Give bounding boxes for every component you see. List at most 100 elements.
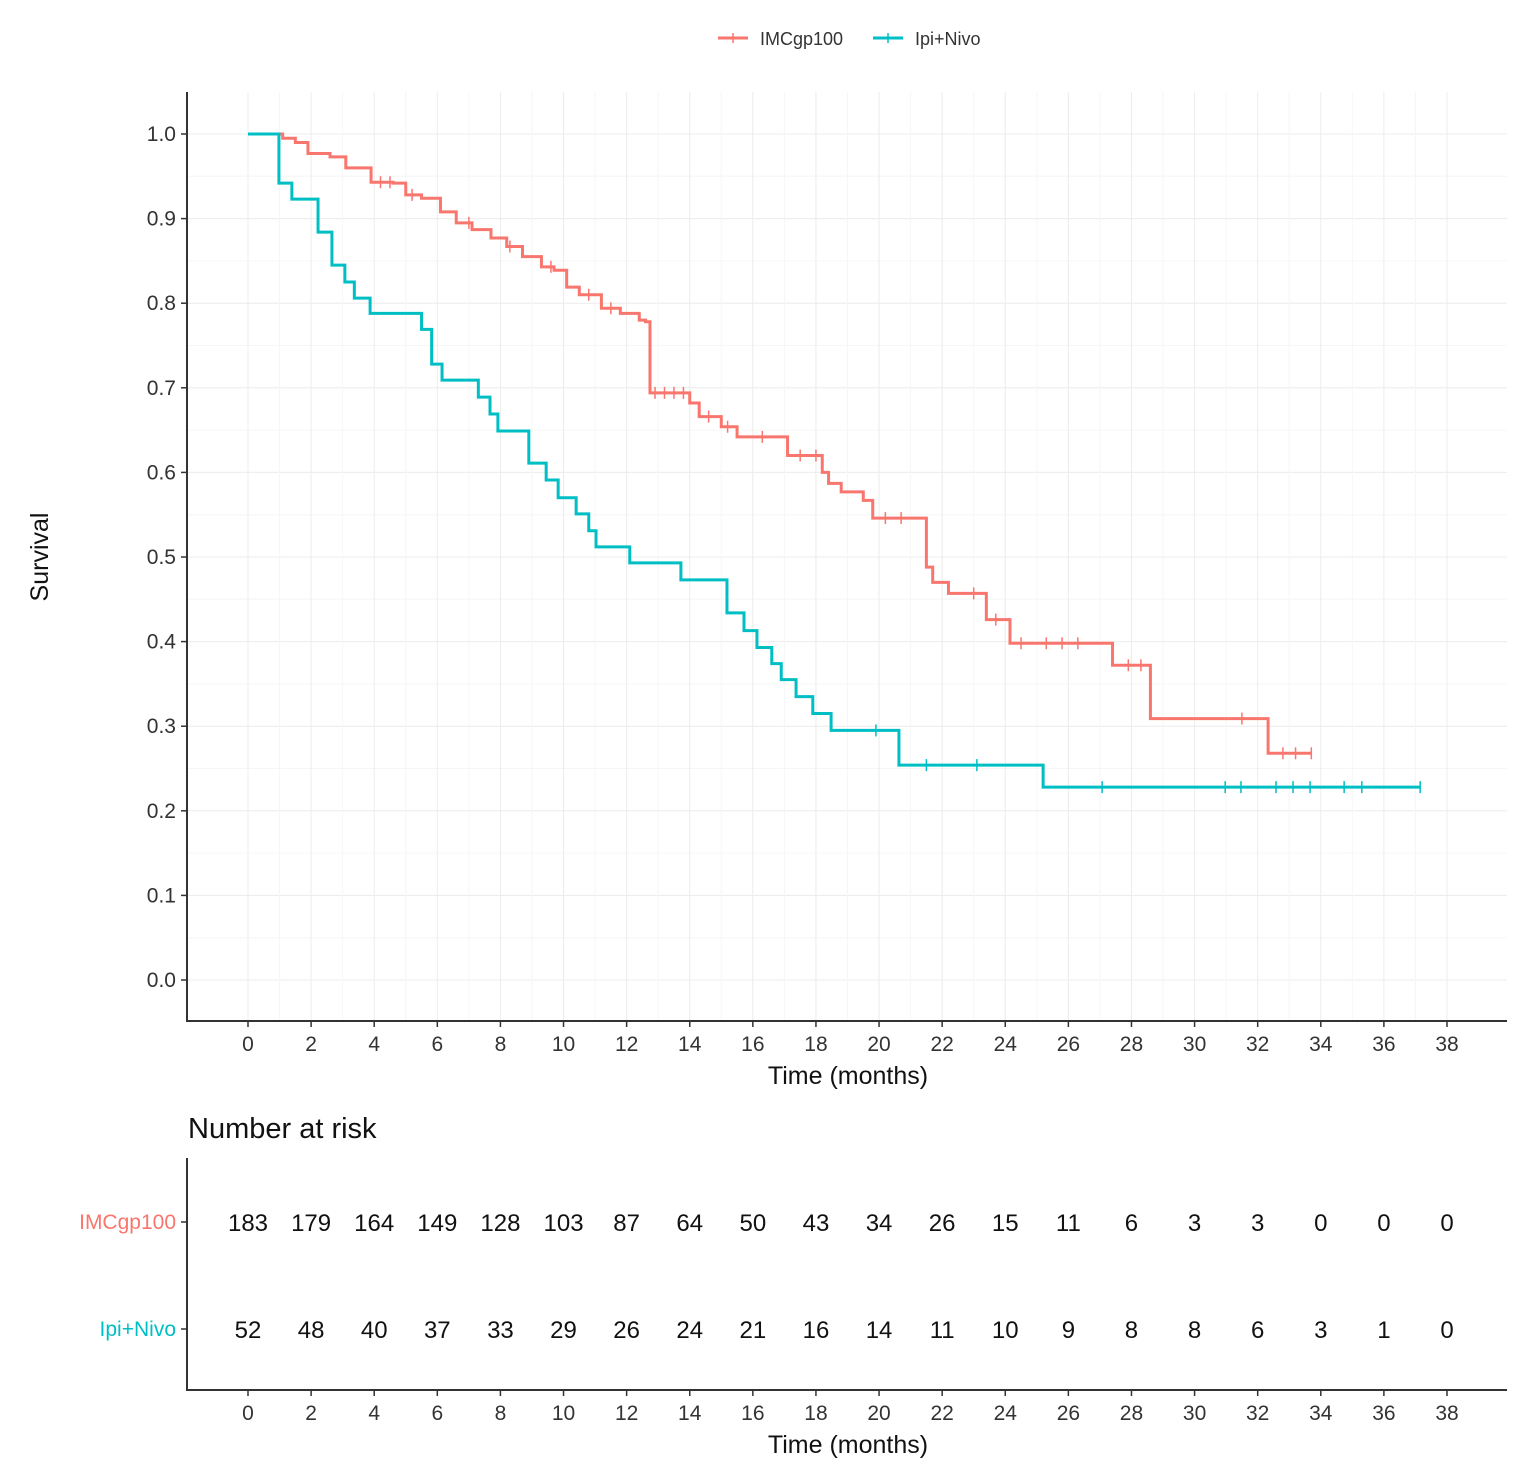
y-tick-label: 0.0: [147, 969, 176, 992]
risk-count: 43: [803, 1210, 830, 1237]
risk-x-tick-label: 8: [495, 1402, 507, 1425]
x-tick-label: 10: [552, 1033, 575, 1056]
risk-x-tick-label: 6: [431, 1402, 443, 1425]
risk-count: 183: [228, 1210, 268, 1237]
risk-count: 8: [1188, 1317, 1201, 1344]
y-tick-label: 0.5: [147, 546, 176, 569]
x-tick-label: 34: [1309, 1033, 1333, 1056]
risk-count: 33: [487, 1317, 514, 1344]
risk-count: 11: [930, 1317, 955, 1344]
risk-x-tick-label: 36: [1372, 1402, 1395, 1425]
risk-x-tick-label: 26: [1057, 1402, 1080, 1425]
risk-count: 26: [929, 1210, 956, 1237]
grid: [188, 92, 1507, 1020]
risk-count: 9: [1062, 1317, 1075, 1344]
x-tick-label: 24: [994, 1033, 1018, 1056]
risk-x-tick-label: 14: [678, 1402, 702, 1425]
risk-count: 0: [1377, 1210, 1390, 1237]
risk-table-title: Number at risk: [188, 1113, 377, 1145]
y-tick-label: 0.4: [147, 631, 177, 654]
risk-x-tick-label: 2: [305, 1402, 317, 1425]
y-tick-label: 0.3: [147, 715, 176, 738]
risk-count: 40: [361, 1317, 388, 1344]
risk-count: 3: [1314, 1317, 1327, 1344]
survival-step-line: [248, 132, 1312, 755]
risk-count: 87: [613, 1210, 640, 1237]
x-tick-label: 12: [615, 1033, 638, 1056]
risk-count: 52: [235, 1317, 262, 1344]
x-tick-label: 8: [495, 1033, 507, 1056]
y-axis-title: Survival: [26, 513, 54, 602]
x-tick-label: 0: [242, 1033, 254, 1056]
risk-count: 37: [424, 1317, 451, 1344]
risk-count: 0: [1314, 1210, 1327, 1237]
y-tick-label: 0.7: [147, 377, 176, 400]
risk-count: 1: [1377, 1317, 1390, 1344]
legend-label: IMCgp100: [760, 29, 843, 49]
risk-count: 29: [550, 1317, 577, 1344]
x-tick-label: 16: [741, 1033, 764, 1056]
risk-x-tick-label: 0: [242, 1402, 254, 1425]
risk-x-tick-label: 28: [1120, 1402, 1143, 1425]
risk-count: 149: [417, 1210, 457, 1237]
risk-x-tick-label: 24: [994, 1402, 1018, 1425]
risk-x-tick-label: 32: [1246, 1402, 1269, 1425]
risk-count: 0: [1440, 1210, 1453, 1237]
risk-count: 50: [739, 1210, 766, 1237]
survival-curves: [248, 132, 1421, 794]
x-axis-title: Time (months): [768, 1062, 928, 1090]
y-tick-label: 0.8: [147, 292, 176, 315]
risk-count: 128: [480, 1210, 520, 1237]
risk-count: 6: [1251, 1317, 1264, 1344]
risk-count: 14: [866, 1317, 893, 1344]
risk-count: 21: [739, 1317, 766, 1344]
risk-count: 6: [1125, 1210, 1138, 1237]
legend-label: Ipi+Nivo: [915, 29, 981, 49]
risk-count: 103: [544, 1210, 584, 1237]
y-tick-label: 0.6: [147, 461, 176, 484]
x-tick-label: 2: [305, 1033, 317, 1056]
risk-x-tick-label: 30: [1183, 1402, 1206, 1425]
risk-count: 3: [1188, 1210, 1201, 1237]
risk-count: 16: [803, 1317, 830, 1344]
risk-x-tick-label: 22: [930, 1402, 953, 1425]
x-tick-label: 22: [930, 1033, 953, 1056]
y-tick-label: 0.9: [147, 208, 176, 231]
risk-count: 48: [298, 1317, 325, 1344]
risk-count: 64: [676, 1210, 703, 1237]
series-ipi-nivo: [248, 132, 1421, 794]
y-tick-label: 0.1: [147, 884, 176, 907]
risk-x-tick-label: 16: [741, 1402, 764, 1425]
risk-row-label: IMCgp100: [79, 1211, 176, 1234]
risk-count: 24: [676, 1317, 703, 1344]
x-tick-label: 4: [368, 1033, 380, 1056]
risk-x-tick-label: 18: [804, 1402, 827, 1425]
y-tick-label: 1.0: [147, 123, 176, 146]
risk-count: 164: [354, 1210, 394, 1237]
survival-step-line: [248, 132, 1421, 789]
risk-x-tick-label: 10: [552, 1402, 575, 1425]
legend-item: Ipi+Nivo: [873, 29, 981, 49]
risk-row-label: Ipi+Nivo: [100, 1318, 176, 1341]
x-tick-label: 18: [804, 1033, 827, 1056]
x-tick-label: 26: [1057, 1033, 1080, 1056]
x-tick-label: 6: [431, 1033, 443, 1056]
y-tick-label: 0.2: [147, 800, 176, 823]
risk-count: 8: [1125, 1317, 1138, 1344]
x-tick-label: 38: [1435, 1033, 1458, 1056]
x-tick-label: 30: [1183, 1033, 1206, 1056]
legend-item: IMCgp100: [718, 29, 843, 49]
risk-x-tick-label: 34: [1309, 1402, 1333, 1425]
risk-x-tick-label: 20: [867, 1402, 890, 1425]
risk-count: 179: [291, 1210, 331, 1237]
risk-count: 11: [1056, 1210, 1081, 1237]
risk-x-axis-title: Time (months): [768, 1431, 928, 1459]
risk-x-tick-label: 38: [1435, 1402, 1458, 1425]
risk-count: 15: [992, 1210, 1019, 1237]
x-tick-label: 20: [867, 1033, 890, 1056]
x-tick-label: 36: [1372, 1033, 1395, 1056]
axes: 0.00.10.20.30.40.50.60.70.80.91.00 2 4 6 8 10…: [147, 92, 1507, 1056]
x-tick-label: 28: [1120, 1033, 1143, 1056]
legend: IMCgp100 Ipi+Nivo: [718, 29, 981, 49]
